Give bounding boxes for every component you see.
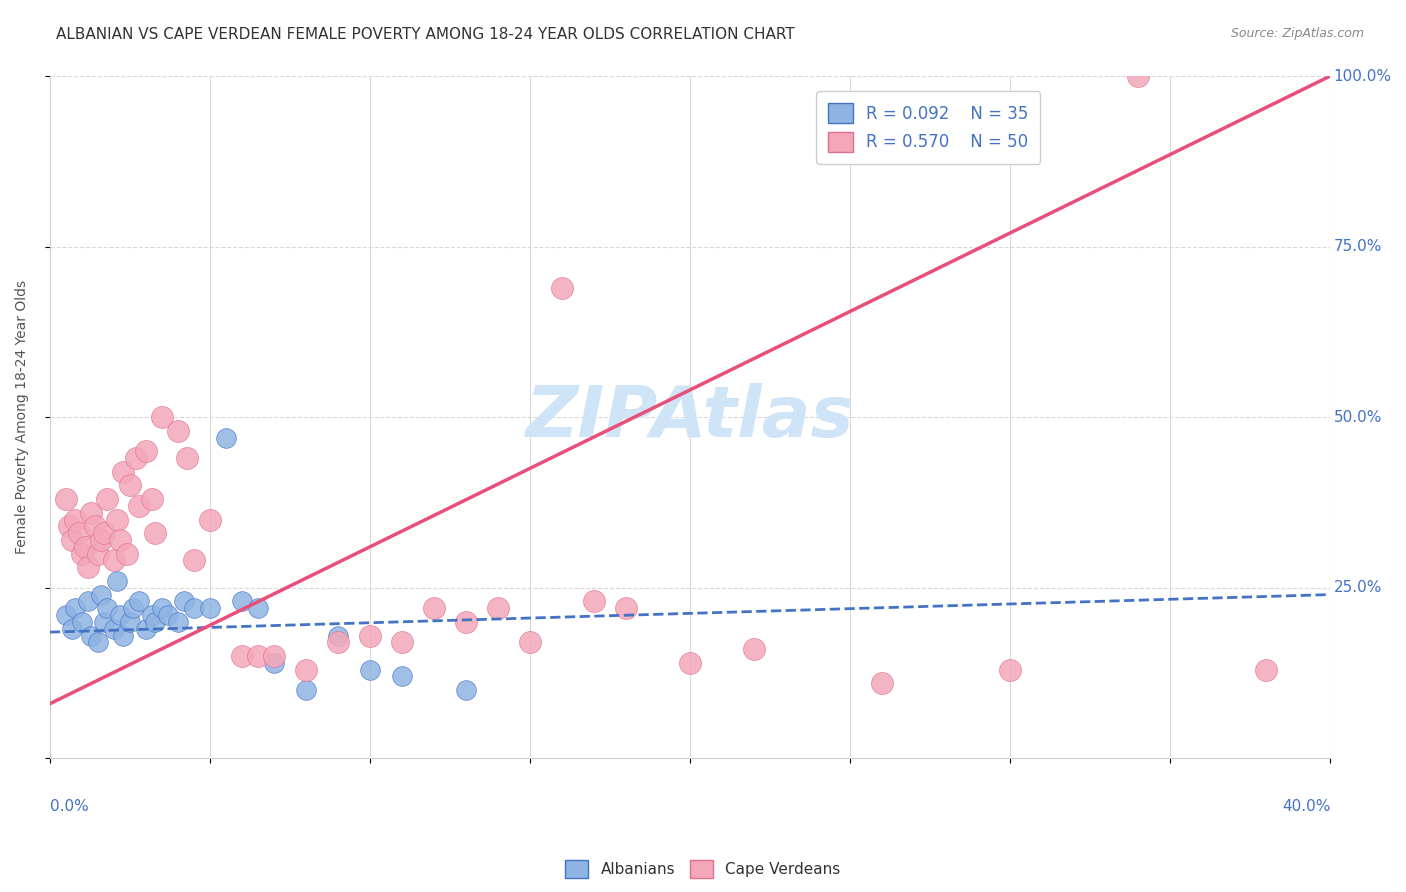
Point [70, 615, 93, 629]
Point [423, 601, 446, 615]
Point [70, 547, 93, 561]
Point [118, 478, 141, 492]
Point [359, 628, 381, 642]
Point [103, 553, 125, 567]
Point [141, 491, 163, 506]
Point [87, 635, 110, 649]
Point [93, 615, 115, 629]
Point [231, 594, 253, 608]
Point [295, 663, 318, 677]
Point [1128, 69, 1150, 83]
Point [145, 615, 167, 629]
Point [93, 526, 115, 541]
Point [73, 540, 96, 554]
Point [998, 663, 1021, 677]
Point [65, 512, 87, 526]
Point [135, 444, 157, 458]
Point [96, 491, 118, 506]
Point [173, 594, 195, 608]
Point [115, 547, 138, 561]
Point [112, 628, 135, 642]
Point [231, 648, 253, 663]
Point [198, 601, 221, 615]
Point [105, 574, 128, 588]
Legend: Albanians, Cape Verdeans: Albanians, Cape Verdeans [560, 854, 846, 884]
Point [83, 519, 105, 533]
Point [167, 424, 190, 438]
Point [65, 601, 87, 615]
Point [145, 526, 167, 541]
Point [183, 553, 205, 567]
Point [105, 512, 128, 526]
Point [141, 608, 163, 623]
Point [183, 601, 205, 615]
Y-axis label: Female Poverty Among 18-24 Year Olds: Female Poverty Among 18-24 Year Olds [15, 280, 30, 554]
Point [135, 622, 157, 636]
Point [326, 635, 349, 649]
Point [454, 683, 477, 698]
Point [263, 656, 285, 670]
Point [80, 506, 103, 520]
Point [55, 491, 77, 506]
Point [870, 676, 893, 690]
Point [112, 465, 135, 479]
Text: 0.0%: 0.0% [49, 799, 89, 814]
Text: 25.0%: 25.0% [1333, 581, 1382, 595]
Point [150, 410, 173, 425]
Legend: R = 0.092    N = 35, R = 0.570    N = 50: R = 0.092 N = 35, R = 0.570 N = 50 [817, 91, 1040, 163]
Point [60, 533, 83, 547]
Point [128, 594, 150, 608]
Point [359, 663, 381, 677]
Point [1256, 663, 1278, 677]
Point [125, 451, 148, 466]
Point [118, 615, 141, 629]
Point [391, 669, 413, 683]
Point [58, 519, 80, 533]
Point [60, 622, 83, 636]
Point [87, 547, 110, 561]
Point [391, 635, 413, 649]
Point [96, 601, 118, 615]
Point [486, 601, 509, 615]
Point [326, 628, 349, 642]
Point [614, 601, 637, 615]
Point [246, 648, 269, 663]
Text: 75.0%: 75.0% [1333, 239, 1382, 254]
Point [150, 601, 173, 615]
Point [551, 280, 574, 294]
Point [215, 431, 238, 445]
Point [519, 635, 541, 649]
Point [454, 615, 477, 629]
Text: 50.0%: 50.0% [1333, 409, 1382, 425]
Point [582, 594, 605, 608]
Point [55, 608, 77, 623]
Point [110, 608, 132, 623]
Point [80, 628, 103, 642]
Point [103, 622, 125, 636]
Text: 40.0%: 40.0% [1282, 799, 1330, 814]
Point [167, 615, 190, 629]
Point [90, 588, 112, 602]
Point [246, 601, 269, 615]
Point [295, 683, 318, 698]
Point [77, 594, 100, 608]
Point [122, 601, 145, 615]
Point [157, 608, 180, 623]
Point [742, 642, 765, 657]
Text: ALBANIAN VS CAPE VERDEAN FEMALE POVERTY AMONG 18-24 YEAR OLDS CORRELATION CHART: ALBANIAN VS CAPE VERDEAN FEMALE POVERTY … [56, 27, 794, 42]
Point [128, 499, 150, 513]
Point [263, 648, 285, 663]
Point [77, 560, 100, 574]
Point [176, 451, 198, 466]
Text: ZIPAtlas: ZIPAtlas [526, 383, 855, 451]
Point [90, 533, 112, 547]
Text: Source: ZipAtlas.com: Source: ZipAtlas.com [1230, 27, 1364, 40]
Point [679, 656, 702, 670]
Text: 100.0%: 100.0% [1333, 69, 1392, 84]
Point [198, 512, 221, 526]
Point [110, 533, 132, 547]
Point [67, 526, 90, 541]
